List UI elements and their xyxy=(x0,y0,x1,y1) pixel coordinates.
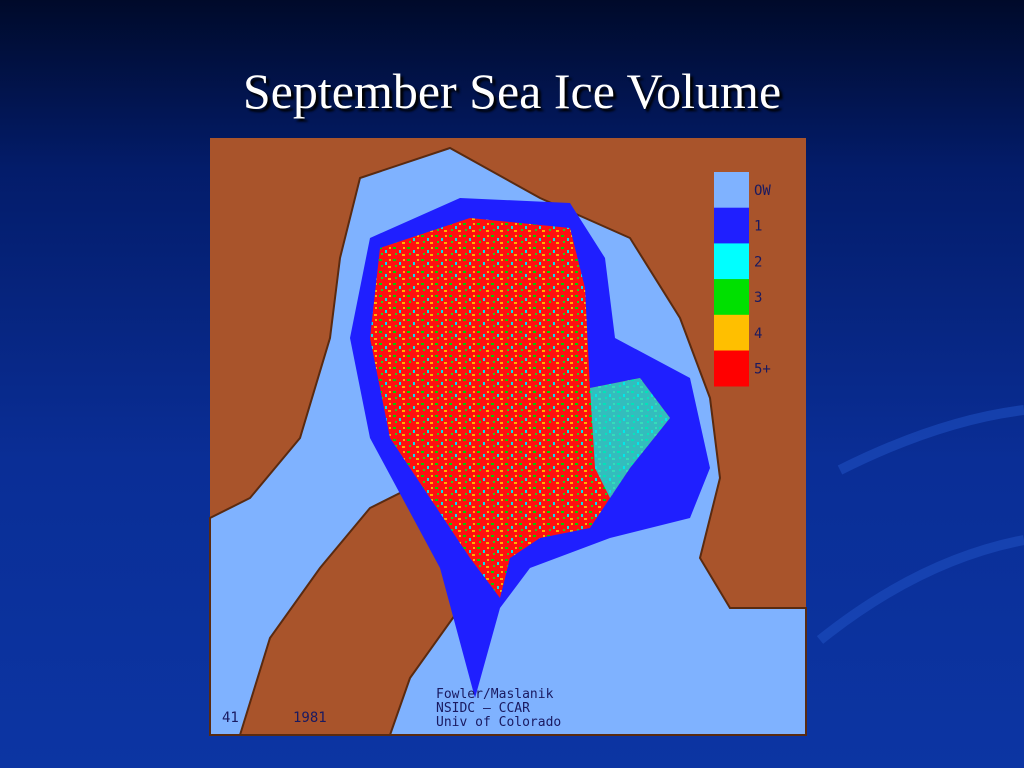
legend-label: 1 xyxy=(754,219,762,235)
legend-label: 5+ xyxy=(754,362,771,378)
frame-number: 41 xyxy=(222,710,239,726)
legend-swatch xyxy=(714,314,749,351)
slide-title: September Sea Ice Volume xyxy=(242,63,782,119)
legend-label: 4 xyxy=(754,326,762,342)
credit-line: NSIDC – CCAR xyxy=(436,701,530,716)
legend-label: 3 xyxy=(754,290,762,306)
legend: OW 1 2 3 4 5+ xyxy=(714,172,771,387)
thick-ice xyxy=(370,218,670,598)
credit-line: Fowler/Maslanik xyxy=(436,687,554,702)
legend-swatch xyxy=(714,172,749,208)
legend-swatch xyxy=(714,279,749,316)
legend-label: 2 xyxy=(754,254,762,270)
legend-swatch xyxy=(714,243,749,280)
decor-swirl xyxy=(816,405,1024,644)
credit-line: Univ of Colorado xyxy=(436,715,561,730)
legend-swatch xyxy=(714,207,749,244)
ice-edge xyxy=(590,378,670,498)
legend-label: OW xyxy=(754,183,771,199)
year: 1981 xyxy=(293,710,327,726)
legend-swatch xyxy=(714,350,749,387)
